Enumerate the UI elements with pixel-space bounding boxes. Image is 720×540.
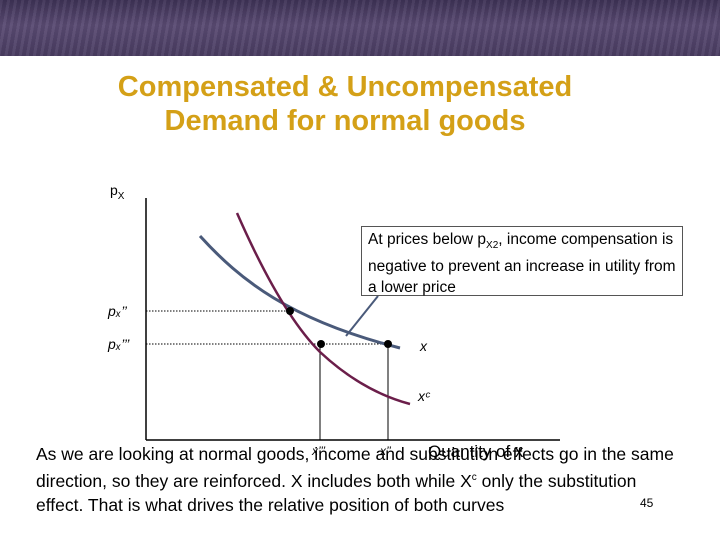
point-px3-uncompensated [384, 340, 392, 348]
curve-label-x: x [420, 338, 427, 354]
compensated-demand-curve [235, 212, 411, 406]
uncompensated-demand-curve [198, 234, 401, 350]
quantity-label-x3: x’’’ [312, 444, 326, 458]
point-px2 [286, 307, 294, 315]
callout-pointer [345, 295, 379, 337]
title-line-2: Demand for normal goods [164, 105, 526, 137]
callout-text-2: , income compensation is negative to pre… [368, 231, 676, 297]
callout-box: At prices below pX2, income compensation… [361, 226, 683, 296]
callout-text-1: At prices below p [368, 231, 487, 248]
callout-sub: X2 [486, 240, 499, 252]
curve-label-xc: xᶜ [418, 388, 430, 404]
title-line-1: Compensated & Uncompensated [117, 71, 573, 103]
explanation-text: As we are looking at normal goods, incom… [36, 444, 674, 515]
price-label-px2: pₓ’’ [108, 303, 127, 319]
price-label-px3: pₓ’’’ [108, 336, 130, 352]
header-band [0, 0, 720, 56]
page-number: 45 [640, 496, 654, 510]
quantity-label-x2: x’’ [380, 444, 391, 458]
y-axis-label: pX [110, 182, 125, 202]
x-axis-label: Quantity of x [428, 442, 524, 461]
point-px3-compensated [317, 340, 325, 348]
slide-title: Compensated & Uncompensated Demand for n… [40, 70, 650, 138]
